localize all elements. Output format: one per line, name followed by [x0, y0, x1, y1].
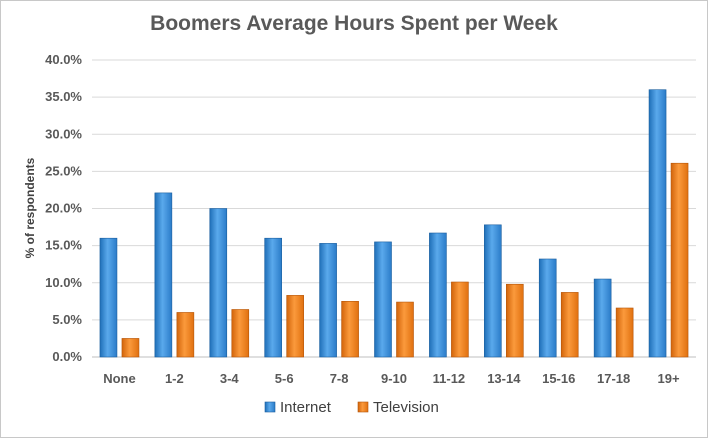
television-legend-swatch [357, 401, 369, 413]
bar-television-1-2 [176, 312, 195, 358]
x-tick-label: 7-8 [330, 371, 349, 386]
y-tick-label: 0.0% [52, 349, 82, 364]
y-tick-label: 5.0% [52, 312, 82, 327]
bar-internet-9-10 [374, 241, 392, 358]
bars [99, 89, 689, 358]
x-tick-label: 17-18 [597, 371, 630, 386]
bar-internet-7-8 [319, 243, 337, 358]
y-tick-label: 20.0% [45, 201, 82, 216]
x-tick-label: 13-14 [487, 371, 521, 386]
bar-internet-3-4 [209, 208, 228, 358]
bar-television-3-4 [231, 309, 250, 358]
bar-television-17-18 [615, 307, 634, 358]
legend: Internet Television [264, 399, 439, 416]
x-tick-label: 3-4 [220, 371, 240, 386]
internet-legend-swatch [264, 401, 276, 413]
bar-television-13-14 [506, 283, 524, 358]
bar-television-11-12 [451, 281, 469, 358]
x-tick-label: 5-6 [275, 371, 294, 386]
bar-internet-15-16 [538, 258, 557, 358]
bar-internet-19+ [648, 89, 667, 358]
bar-internet-1-2 [154, 192, 173, 358]
y-tick-label: 30.0% [45, 126, 82, 141]
bar-television-5-6 [286, 295, 304, 358]
chart-title: Boomers Average Hours Spent per Week [150, 12, 558, 35]
bar-television-9-10 [396, 301, 414, 358]
television-legend-label: Television [373, 399, 439, 416]
y-tick-label: 15.0% [45, 238, 82, 253]
bar-internet-11-12 [429, 232, 447, 358]
x-tick-label: 19+ [658, 371, 680, 386]
y-tick-label: 40.0% [45, 52, 82, 67]
gridlines [92, 59, 696, 358]
x-tick-label: 9-10 [381, 371, 407, 386]
x-tick-label: None [103, 371, 136, 386]
y-axis-ticks: 0.0% 5.0% 10.0% 15.0% 20.0% 25.0% 30.0% 35.0% 40… [45, 52, 82, 364]
y-axis-title: % of respondents [23, 157, 37, 258]
x-tick-label: 1-2 [165, 371, 184, 386]
x-axis-ticks: None 1-2 3-4 5-6 7-8 9-10 11-12 13-14 15-16 17-18… [103, 371, 680, 386]
x-tick-label: 11-12 [433, 371, 466, 386]
bar-internet-5-6 [264, 237, 282, 358]
y-tick-label: 35.0% [45, 89, 82, 104]
x-tick-label: 15-16 [542, 371, 575, 386]
bar-television-none [121, 338, 140, 358]
bar-television-15-16 [560, 292, 579, 358]
bar-internet-none [99, 237, 118, 358]
bar-television-19+ [670, 162, 689, 358]
bar-internet-17-18 [593, 278, 612, 358]
bar-internet-13-14 [484, 224, 502, 358]
bar-television-7-8 [341, 301, 359, 358]
y-tick-label: 25.0% [45, 163, 82, 178]
y-tick-label: 10.0% [45, 275, 82, 290]
internet-legend-label: Internet [280, 399, 332, 416]
